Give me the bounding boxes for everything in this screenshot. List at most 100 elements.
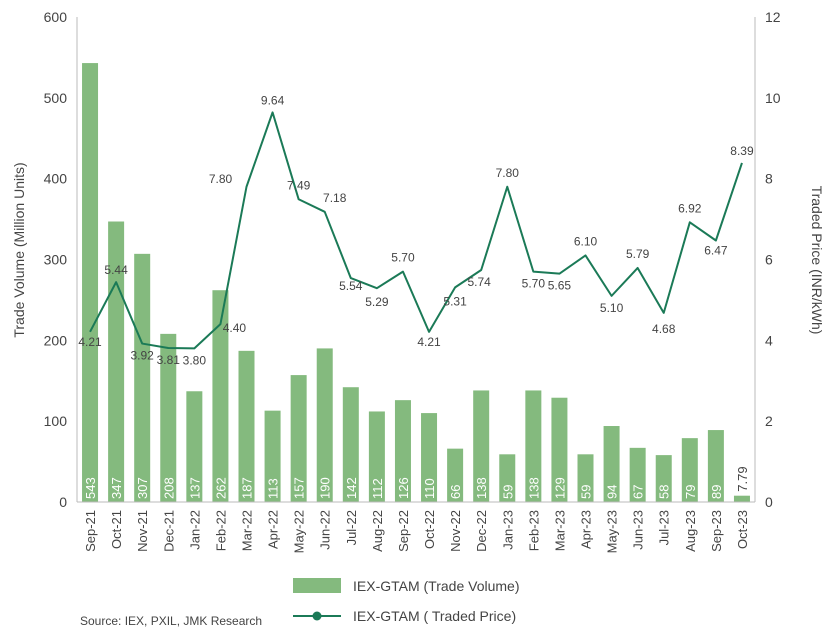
volume-bar [160,333,177,502]
category-label: Jul-22 [344,510,359,545]
category-label: Aug-23 [683,510,698,552]
price-point-label: 5.74 [468,275,492,289]
volume-bar-label: 79 [683,485,698,499]
volume-bar [655,455,672,502]
right-tick-label: 8 [765,171,773,187]
price-point-label: 7.18 [323,191,347,205]
category-label: Sep-22 [396,510,411,552]
category-label: Oct-23 [735,510,750,549]
volume-bar [603,426,620,502]
volume-bar-label: 142 [344,477,359,499]
price-point-label: 4.40 [223,321,247,335]
category-label: Jan-23 [500,510,515,550]
category-label: Dec-21 [161,510,176,552]
right-tick-label: 4 [765,332,773,348]
category-label: Oct-21 [109,510,124,549]
category-label: Feb-22 [213,510,228,551]
volume-bar [473,390,490,502]
left-tick-label: 100 [44,413,68,429]
legend-swatch-price-marker [312,611,322,621]
left-tick-label: 0 [59,494,67,510]
volume-bars [82,63,750,502]
category-label: May-23 [605,510,620,553]
volume-bar-label: 89 [709,485,724,499]
price-point-label: 5.44 [104,263,128,277]
volume-bar-label: 66 [448,485,463,499]
price-point-label: 5.31 [443,294,467,308]
volume-bar [264,410,281,502]
source-note: Source: IEX, PXIL, JMK Research [80,614,263,628]
volume-bar [577,454,594,502]
left-tick-label: 500 [44,90,68,106]
volume-bar-label: 138 [526,477,541,499]
price-point-label: 5.54 [339,279,363,293]
volume-bar-label: 347 [109,477,124,499]
category-label: Nov-22 [448,510,463,552]
axes [76,17,756,503]
category-label: May-22 [292,510,307,553]
price-line [89,111,743,350]
volume-bar [394,400,411,502]
right-axis-title: Traded Price (INR/kWh) [809,186,825,335]
right-tick-label: 2 [765,413,773,429]
volume-bar-label: 58 [657,485,672,499]
volume-bar-label: 187 [240,477,255,499]
price-point-label: 8.39 [730,144,754,158]
legend-label-volume: IEX-GTAM (Trade Volume) [353,578,519,594]
price-point-label: 3.92 [131,349,155,363]
price-point-label: 3.80 [183,353,207,367]
category-labels: Sep-21 Oct-21 Nov-21 Dec-21 Jan-22 Feb-22 Mar-… [83,510,750,553]
volume-bar [368,411,385,502]
volume-bar-label: 67 [631,485,646,499]
price-point-label: 9.64 [261,93,285,107]
right-tick-label: 6 [765,252,773,268]
volume-bar [681,438,698,502]
legend-swatch-volume [293,578,341,593]
price-point-label: 7.80 [496,166,520,180]
category-label: Oct-22 [422,510,437,549]
price-point-label: 7.80 [209,172,233,186]
category-label: Sep-23 [709,510,724,552]
volume-bar [551,397,568,502]
volume-bar [212,290,229,502]
price-point-label: 5.10 [600,301,624,315]
volume-bar-label: 112 [370,478,385,499]
category-label: Mar-23 [552,510,567,551]
volume-bar [447,448,464,502]
volume-bar-label: 137 [187,477,202,499]
price-point-label: 4.21 [417,335,441,349]
price-point-label: 6.47 [704,244,728,258]
category-label: Apr-22 [266,510,281,549]
price-point-label: 4.68 [652,322,676,336]
volume-bar [238,350,255,502]
category-label: Mar-22 [240,510,255,551]
volume-bar-label: 543 [83,477,98,499]
price-point-label: 7.49 [287,178,311,192]
price-point-label: 5.70 [391,251,415,265]
price-point-label: 5.70 [522,277,546,291]
price-point-label: 5.65 [548,279,572,293]
right-tick-label: 10 [765,90,781,106]
volume-bar-label: 129 [552,477,567,499]
left-axis-title: Trade Volume (Million Units) [11,162,27,337]
volume-bar-label: 190 [318,477,333,499]
legend-label-price: IEX-GTAM ( Traded Price) [353,608,516,624]
price-point-label: 3.81 [157,353,181,367]
category-label: Jul-23 [657,510,672,545]
volume-bar [629,447,646,502]
price-point-label: 5.79 [626,247,650,261]
left-tick-label: 400 [44,171,68,187]
category-label: Aug-22 [370,510,385,552]
category-label: Dec-22 [474,510,489,552]
legend: IEX-GTAM (Trade Volume) IEX-GTAM ( Trade… [293,578,519,624]
right-tick-label: 0 [765,494,773,510]
left-tick-label: 200 [44,332,68,348]
category-label: Sep-21 [83,510,98,552]
volume-bar-label: 110 [422,478,437,499]
category-label: Jan-22 [187,510,202,550]
volume-bar-label: 7.79 [735,466,750,491]
volume-bar [707,430,724,502]
volume-bar-label: 262 [213,477,228,499]
volume-bar-label: 138 [474,477,489,499]
